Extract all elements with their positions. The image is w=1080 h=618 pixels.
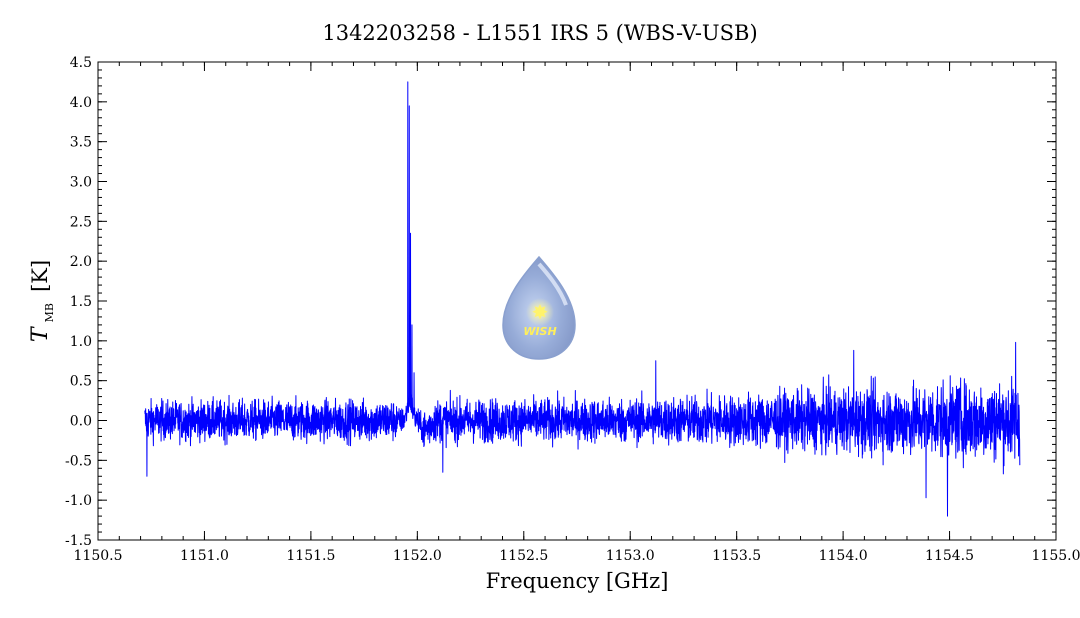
star-icon: ✸ xyxy=(532,300,549,324)
wish-logo-text: WISH xyxy=(523,325,556,338)
x-tick-labels: 1150.5 1151.0 1151.5 1152.0 1152.5 1153.0 1153… xyxy=(74,548,1080,564)
y-tick-labels: -1.5 -1.0 -0.5 0.0 0.5 1.0 1.5 2.0 2.5 3.0 3.5 4.0 4… xyxy=(65,55,92,549)
y-tick-label: 1.5 xyxy=(70,294,92,310)
x-tick-label: 1153.5 xyxy=(712,548,761,564)
y-tick-label: -1.0 xyxy=(65,493,92,509)
y-tick-label: 2.0 xyxy=(70,254,92,270)
spectrum-series-line xyxy=(144,81,1021,517)
y-tick-label: 0.5 xyxy=(70,374,92,390)
x-tick-label: 1153.0 xyxy=(606,548,655,564)
y-tick-label: -1.5 xyxy=(65,533,92,549)
star-glow xyxy=(526,298,554,326)
y-axis-unit: [K] xyxy=(28,260,52,292)
y-tick-label: 0.0 xyxy=(70,414,92,430)
y-tick-label: 4.5 xyxy=(70,55,92,71)
y-tick-label: 3.0 xyxy=(70,175,92,191)
x-tick-label: 1150.5 xyxy=(74,548,123,564)
y-axis-label: T MB [K] xyxy=(28,260,57,342)
x-tick-label: 1151.5 xyxy=(286,548,335,564)
y-axis-symbol: T xyxy=(28,325,53,342)
x-tick-label: 1152.0 xyxy=(393,548,442,564)
y-tick-label: 3.5 xyxy=(70,135,92,151)
x-tick-label: 1154.5 xyxy=(925,548,974,564)
y-tick-label: 2.5 xyxy=(70,214,92,230)
x-tick-label: 1155.0 xyxy=(1032,548,1080,564)
y-axis-subscript: MB xyxy=(43,303,56,322)
x-axis-label: Frequency [GHz] xyxy=(486,569,669,593)
y-tick-label: 1.0 xyxy=(70,334,92,350)
axis-ticks xyxy=(97,61,1057,541)
y-tick-label: -0.5 xyxy=(65,453,92,469)
chart-title: 1342203258 - L1551 IRS 5 (WBS-V-USB) xyxy=(322,21,757,45)
y-tick-label: 4.0 xyxy=(70,95,92,111)
wish-logo: ✸ WISH xyxy=(502,255,576,360)
x-tick-label: 1151.0 xyxy=(180,548,229,564)
x-tick-label: 1152.5 xyxy=(499,548,548,564)
plot-frame xyxy=(97,61,1057,541)
series-layer xyxy=(144,81,1021,517)
x-tick-label: 1154.0 xyxy=(819,548,868,564)
